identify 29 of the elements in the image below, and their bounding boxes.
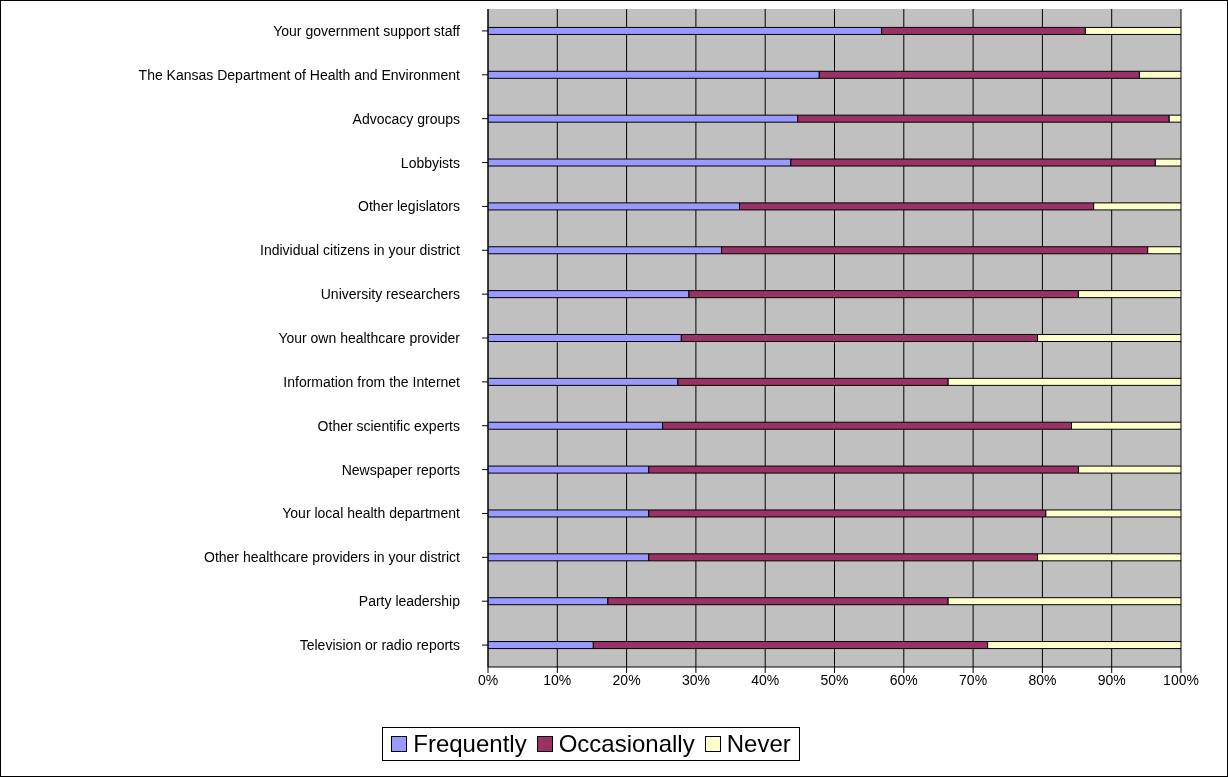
legend-label: Never xyxy=(726,730,791,758)
y-tick-label: The Kansas Department of Health and Environment xyxy=(138,66,461,83)
y-tick-label: Individual citizens in your district xyxy=(260,242,461,259)
legend-label: Frequently xyxy=(413,730,527,758)
x-tick-label: 60% xyxy=(889,671,918,688)
y-tick-label: Other scientific experts xyxy=(317,417,460,434)
x-tick-label: 20% xyxy=(612,671,641,688)
x-tick-label: 90% xyxy=(1097,671,1126,688)
x-tick-label: 40% xyxy=(751,671,780,688)
y-tick-label: Lobbyists xyxy=(400,154,460,171)
x-tick-label: 80% xyxy=(1028,671,1057,688)
y-tick-label: Your local health department xyxy=(282,505,461,522)
y-tick-label: Your government support staff xyxy=(273,22,461,39)
y-tick-label: Television or radio reports xyxy=(299,637,460,654)
legend-label: Occasionally xyxy=(558,730,695,758)
y-tick-label: University researchers xyxy=(320,286,460,303)
y-tick-label: Advocacy groups xyxy=(352,110,460,127)
y-tick-label: Party leadership xyxy=(358,593,461,610)
x-tick-label: 0% xyxy=(477,671,499,688)
x-tick-label: 70% xyxy=(959,671,988,688)
x-tick-label: 10% xyxy=(543,671,572,688)
x-tick-label: 30% xyxy=(681,671,710,688)
y-tick-label: Newspaper reports xyxy=(341,461,460,478)
x-tick-label: 100% xyxy=(1163,671,1199,688)
y-tick-label: Other legislators xyxy=(358,198,460,215)
y-tick-label: Information from the Internet xyxy=(283,373,461,390)
x-tick-label: 50% xyxy=(820,671,849,688)
y-tick-label: Your own healthcare provider xyxy=(278,329,461,346)
y-tick-label: Other healthcare providers in your district xyxy=(204,549,461,566)
